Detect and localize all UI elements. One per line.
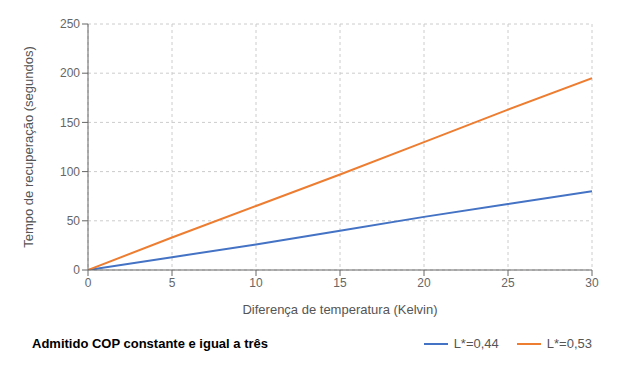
html-text:Admitido COP constante e igual: Admitido COP constante e igual a três [32, 336, 268, 351]
svg-text:Diferença de temperatura (Kelv: Diferença de temperatura (Kelvin) [242, 302, 437, 317]
svg-text:150: 150 [60, 116, 80, 130]
svg-text:0: 0 [85, 276, 92, 290]
svg-text:5: 5 [169, 276, 176, 290]
svg-text:200: 200 [60, 66, 80, 80]
html-text:L*=0,44: L*=0,44 [453, 336, 499, 351]
html-text:L*=0,53: L*=0,53 [546, 336, 592, 351]
svg-text:0: 0 [73, 263, 80, 277]
svg-text:100: 100 [60, 165, 80, 179]
svg-text:Tempo de recuperação (segundos: Tempo de recuperação (segundos) [21, 46, 36, 248]
svg-text:250: 250 [60, 17, 80, 31]
svg-text:50: 50 [67, 214, 81, 228]
svg-text:15: 15 [333, 276, 347, 290]
svg-text:25: 25 [501, 276, 515, 290]
svg-text:10: 10 [249, 276, 263, 290]
svg-text:20: 20 [417, 276, 431, 290]
svg-text:30: 30 [585, 276, 599, 290]
